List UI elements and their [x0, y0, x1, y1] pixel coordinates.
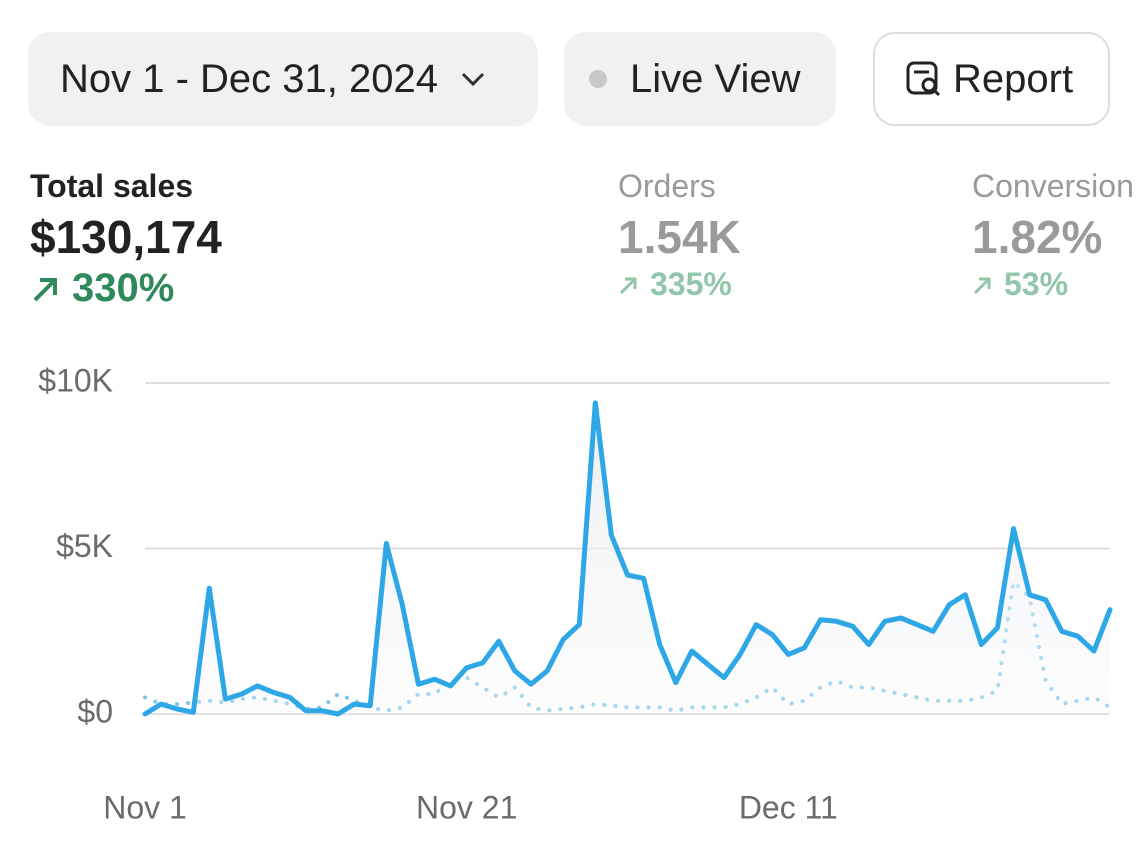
report-button[interactable]: Report: [873, 32, 1110, 126]
metric-change: 330%: [72, 266, 175, 310]
date-range-button[interactable]: Nov 1 - Dec 31, 2024: [28, 32, 538, 126]
metric: Orders 1.54K 335%: [618, 168, 741, 303]
status-dot: [589, 70, 607, 88]
metric-change: 335%: [650, 266, 732, 302]
metric-label: Orders: [618, 168, 716, 204]
x-tick-label: Dec 11: [739, 789, 838, 825]
x-tick-label: Nov 1: [103, 789, 187, 825]
chart: $0 $5K $10K Nov 1 Nov 21 Dec 11: [38, 362, 1113, 825]
live-view-text: Live View: [630, 56, 801, 101]
y-tick-label: $5K: [56, 528, 113, 564]
up-arrow: [619, 277, 637, 294]
metric-value: 1.54K: [618, 211, 741, 263]
report-text: Report: [953, 56, 1074, 101]
up-arrow: [973, 277, 991, 294]
metric-change-row: 330%: [30, 266, 222, 311]
metric-value: 1.82%: [972, 211, 1103, 263]
metric: Conversion rate 1.82% 53%: [972, 168, 1141, 303]
area: [145, 402, 1110, 714]
x-tick-label: Nov 21: [416, 789, 517, 825]
y-tick-label: $10K: [38, 362, 113, 398]
metric-label: Conversion rate: [972, 168, 1141, 204]
metric: Total sales $130,174 330%: [30, 168, 222, 311]
date-range-text: Nov 1 - Dec 31, 2024: [60, 56, 438, 101]
metric-value: $130,174: [30, 211, 222, 263]
chevron-icon: [461, 72, 485, 87]
metric-label: Total sales: [30, 168, 194, 204]
line: [142, 400, 1113, 717]
y-tick-label: $0: [77, 693, 113, 729]
metric-change-row: 53%: [972, 266, 1141, 303]
live-view-button[interactable]: Live View: [564, 32, 836, 126]
metric-change: 53%: [1004, 266, 1069, 302]
up-arrow: [33, 277, 57, 301]
report-icon: [906, 61, 941, 97]
metric-change-row: 335%: [618, 266, 741, 303]
